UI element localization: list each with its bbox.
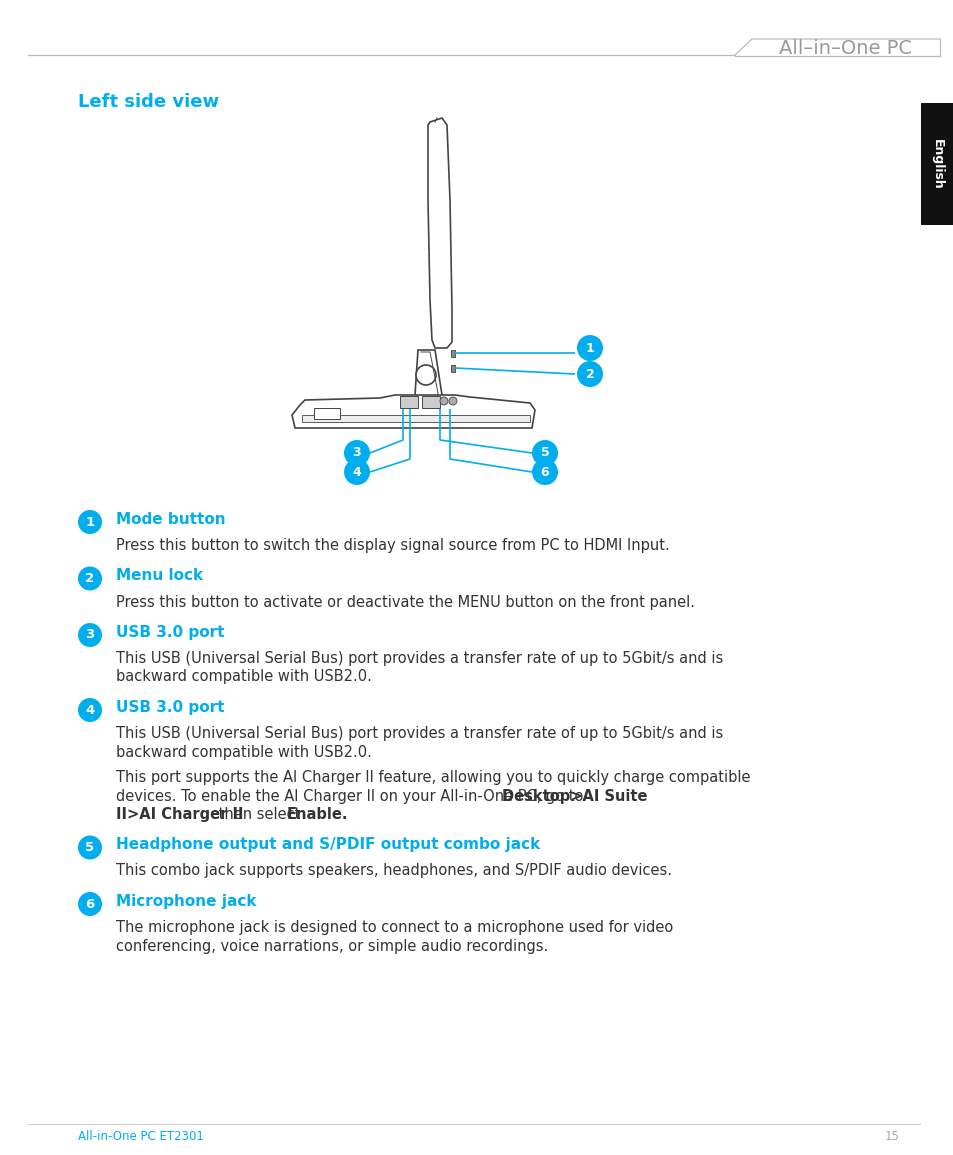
Text: 6: 6: [540, 465, 549, 478]
Polygon shape: [428, 118, 452, 348]
Circle shape: [416, 365, 436, 385]
Circle shape: [344, 459, 370, 485]
Text: The microphone jack is designed to connect to a microphone used for video: The microphone jack is designed to conne…: [116, 921, 673, 936]
Circle shape: [532, 459, 558, 485]
Circle shape: [532, 440, 558, 465]
Text: 5: 5: [86, 841, 94, 854]
Text: Enable.: Enable.: [286, 807, 348, 822]
Circle shape: [344, 440, 370, 465]
Text: 2: 2: [86, 572, 94, 584]
Text: English: English: [930, 139, 943, 189]
Circle shape: [577, 335, 602, 362]
FancyBboxPatch shape: [920, 103, 953, 225]
Text: 15: 15: [884, 1130, 899, 1143]
Text: 1: 1: [86, 515, 94, 529]
Text: This USB (Universal Serial Bus) port provides a transfer rate of up to 5Gbit/s a: This USB (Universal Serial Bus) port pro…: [116, 651, 722, 666]
Text: 2: 2: [585, 367, 594, 380]
FancyBboxPatch shape: [451, 350, 455, 357]
Text: All-in-One PC ET2301: All-in-One PC ET2301: [78, 1130, 204, 1143]
Text: This USB (Universal Serial Bus) port provides a transfer rate of up to 5Gbit/s a: This USB (Universal Serial Bus) port pro…: [116, 726, 722, 742]
Circle shape: [449, 397, 456, 405]
Text: This port supports the AI Charger II feature, allowing you to quickly charge com: This port supports the AI Charger II fea…: [116, 770, 750, 785]
Text: Desktop>AI Suite: Desktop>AI Suite: [501, 789, 647, 804]
Text: USB 3.0 port: USB 3.0 port: [116, 700, 224, 715]
Text: 6: 6: [85, 897, 94, 910]
Circle shape: [78, 623, 102, 647]
Text: Mode button: Mode button: [116, 512, 226, 527]
Text: 3: 3: [353, 447, 361, 460]
Text: 1: 1: [585, 342, 594, 355]
Text: Menu lock: Menu lock: [116, 568, 203, 583]
Text: USB 3.0 port: USB 3.0 port: [116, 625, 224, 640]
Text: Press this button to switch the display signal source from PC to HDMI Input.: Press this button to switch the display …: [116, 538, 669, 553]
FancyBboxPatch shape: [314, 408, 340, 418]
Circle shape: [439, 397, 448, 405]
Text: 5: 5: [540, 447, 549, 460]
Text: II>AI Charger II: II>AI Charger II: [116, 807, 243, 822]
Text: This combo jack supports speakers, headphones, and S/PDIF audio devices.: This combo jack supports speakers, headp…: [116, 864, 671, 879]
FancyBboxPatch shape: [451, 365, 455, 372]
Circle shape: [78, 698, 102, 722]
Text: 3: 3: [85, 628, 94, 641]
FancyBboxPatch shape: [421, 396, 439, 408]
Text: then select: then select: [213, 807, 304, 822]
Text: All–in–One PC: All–in–One PC: [779, 38, 911, 58]
Text: Microphone jack: Microphone jack: [116, 894, 256, 909]
Text: devices. To enable the AI Charger II on your All-in-One PC, go to: devices. To enable the AI Charger II on …: [116, 789, 587, 804]
Text: conferencing, voice narrations, or simple audio recordings.: conferencing, voice narrations, or simpl…: [116, 939, 548, 954]
Text: backward compatible with USB2.0.: backward compatible with USB2.0.: [116, 670, 372, 685]
Circle shape: [78, 566, 102, 590]
Text: Left side view: Left side view: [78, 94, 219, 111]
Text: backward compatible with USB2.0.: backward compatible with USB2.0.: [116, 745, 372, 760]
Circle shape: [577, 362, 602, 387]
Circle shape: [78, 892, 102, 916]
Text: Headphone output and S/PDIF output combo jack: Headphone output and S/PDIF output combo…: [116, 837, 539, 852]
Polygon shape: [415, 350, 441, 410]
FancyBboxPatch shape: [399, 396, 417, 408]
Text: Press this button to activate or deactivate the MENU button on the front panel.: Press this button to activate or deactiv…: [116, 595, 695, 610]
Polygon shape: [292, 395, 535, 429]
Polygon shape: [302, 415, 530, 422]
Text: 4: 4: [353, 465, 361, 478]
Text: 4: 4: [85, 703, 94, 716]
Circle shape: [78, 511, 102, 534]
Circle shape: [78, 835, 102, 859]
